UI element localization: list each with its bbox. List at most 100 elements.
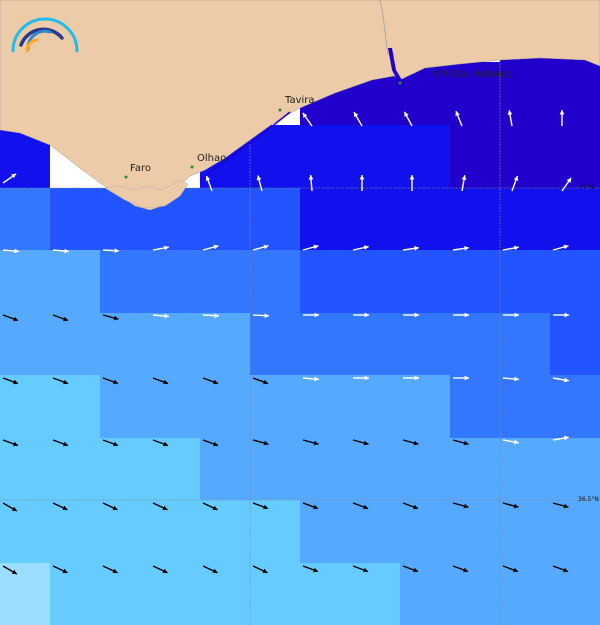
current-cell bbox=[0, 188, 51, 251]
current-arrow bbox=[507, 110, 513, 127]
current-arrow bbox=[552, 435, 569, 441]
current-cell bbox=[300, 375, 351, 439]
current-cell bbox=[300, 563, 351, 625]
current-arrow bbox=[2, 377, 19, 385]
current-cell bbox=[350, 188, 401, 251]
latitude-label-37n: 37°N bbox=[579, 184, 595, 191]
current-cell bbox=[350, 375, 401, 439]
current-cell bbox=[500, 563, 551, 625]
current-cell bbox=[550, 125, 600, 189]
current-arrow bbox=[52, 314, 69, 322]
current-arrow bbox=[2, 314, 19, 322]
current-arrow bbox=[302, 439, 319, 446]
current-arrow bbox=[559, 110, 565, 126]
place-label-faro: Faro bbox=[130, 163, 151, 174]
current-arrow bbox=[502, 439, 519, 445]
current-arrow bbox=[502, 245, 519, 251]
current-arrow bbox=[102, 439, 119, 447]
current-cell bbox=[550, 188, 600, 251]
land-mass bbox=[0, 0, 600, 211]
current-cell bbox=[50, 250, 101, 314]
current-arrow bbox=[502, 565, 519, 573]
current-cell bbox=[50, 500, 101, 564]
current-arrow bbox=[102, 248, 120, 254]
current-cell bbox=[400, 125, 451, 189]
current-arrow bbox=[2, 439, 19, 447]
current-arrow bbox=[152, 439, 169, 447]
current-arrow bbox=[52, 439, 69, 447]
current-cell bbox=[350, 438, 401, 501]
current-cell bbox=[400, 438, 451, 501]
current-arrow bbox=[52, 248, 70, 254]
current-cell bbox=[450, 500, 501, 564]
current-arrow bbox=[2, 565, 18, 575]
current-arrow bbox=[152, 502, 168, 511]
current-cell bbox=[550, 62, 600, 126]
current-arrow bbox=[352, 245, 369, 251]
current-cell bbox=[100, 438, 151, 501]
current-arrow bbox=[353, 312, 369, 318]
current-cell bbox=[500, 438, 551, 501]
current-cell bbox=[300, 188, 351, 251]
current-arrow bbox=[256, 175, 263, 192]
current-arrow bbox=[452, 439, 469, 446]
current-cell bbox=[550, 500, 600, 564]
current-cell bbox=[300, 438, 351, 501]
current-cell bbox=[400, 500, 451, 564]
current-cell bbox=[150, 500, 201, 564]
current-arrow bbox=[402, 565, 419, 573]
current-cell bbox=[350, 313, 401, 376]
current-arrow bbox=[402, 246, 419, 251]
current-arrow bbox=[352, 565, 369, 573]
current-arrow bbox=[152, 245, 169, 251]
current-cell bbox=[450, 313, 501, 376]
current-cell bbox=[550, 313, 600, 376]
current-arrow bbox=[561, 177, 572, 192]
current-arrow bbox=[353, 375, 369, 381]
current-cell bbox=[300, 313, 351, 376]
current-cell bbox=[500, 500, 551, 564]
current-arrow bbox=[452, 246, 469, 251]
current-arrow bbox=[102, 377, 119, 385]
current-cell bbox=[350, 563, 401, 625]
current-cell bbox=[150, 375, 201, 439]
current-arrow bbox=[152, 565, 168, 574]
current-cell bbox=[200, 438, 251, 501]
place-marker bbox=[398, 81, 402, 85]
current-arrow bbox=[403, 111, 413, 127]
current-arrow bbox=[461, 175, 467, 192]
current-cell bbox=[350, 500, 401, 564]
current-cell bbox=[0, 438, 51, 501]
current-arrow bbox=[403, 375, 419, 381]
current-arrow bbox=[252, 565, 268, 574]
current-cell bbox=[550, 563, 600, 625]
current-arrow bbox=[252, 313, 270, 319]
current-arrow bbox=[302, 565, 319, 573]
current-arrow bbox=[511, 175, 519, 192]
current-arrow bbox=[302, 112, 313, 127]
current-arrow bbox=[353, 111, 363, 127]
current-arrow bbox=[2, 248, 20, 254]
current-arrow bbox=[302, 376, 320, 382]
current-arrow bbox=[402, 439, 419, 446]
current-cell bbox=[100, 250, 151, 314]
current-cell bbox=[50, 188, 101, 251]
current-arrow bbox=[452, 565, 469, 573]
current-cell bbox=[100, 563, 151, 625]
faro-islands bbox=[104, 179, 189, 209]
current-arrow bbox=[152, 313, 170, 319]
current-cell bbox=[200, 375, 251, 439]
current-cell bbox=[300, 125, 351, 189]
current-arrows bbox=[2, 110, 572, 575]
current-arrow bbox=[2, 502, 18, 512]
current-arrow bbox=[453, 312, 469, 318]
current-arrow bbox=[359, 175, 365, 191]
current-arrow bbox=[403, 312, 419, 318]
current-cell bbox=[0, 563, 51, 625]
guadiana-river bbox=[379, 0, 389, 56]
current-cell bbox=[550, 250, 600, 314]
current-arrow bbox=[252, 502, 269, 510]
current-cell bbox=[50, 438, 101, 501]
